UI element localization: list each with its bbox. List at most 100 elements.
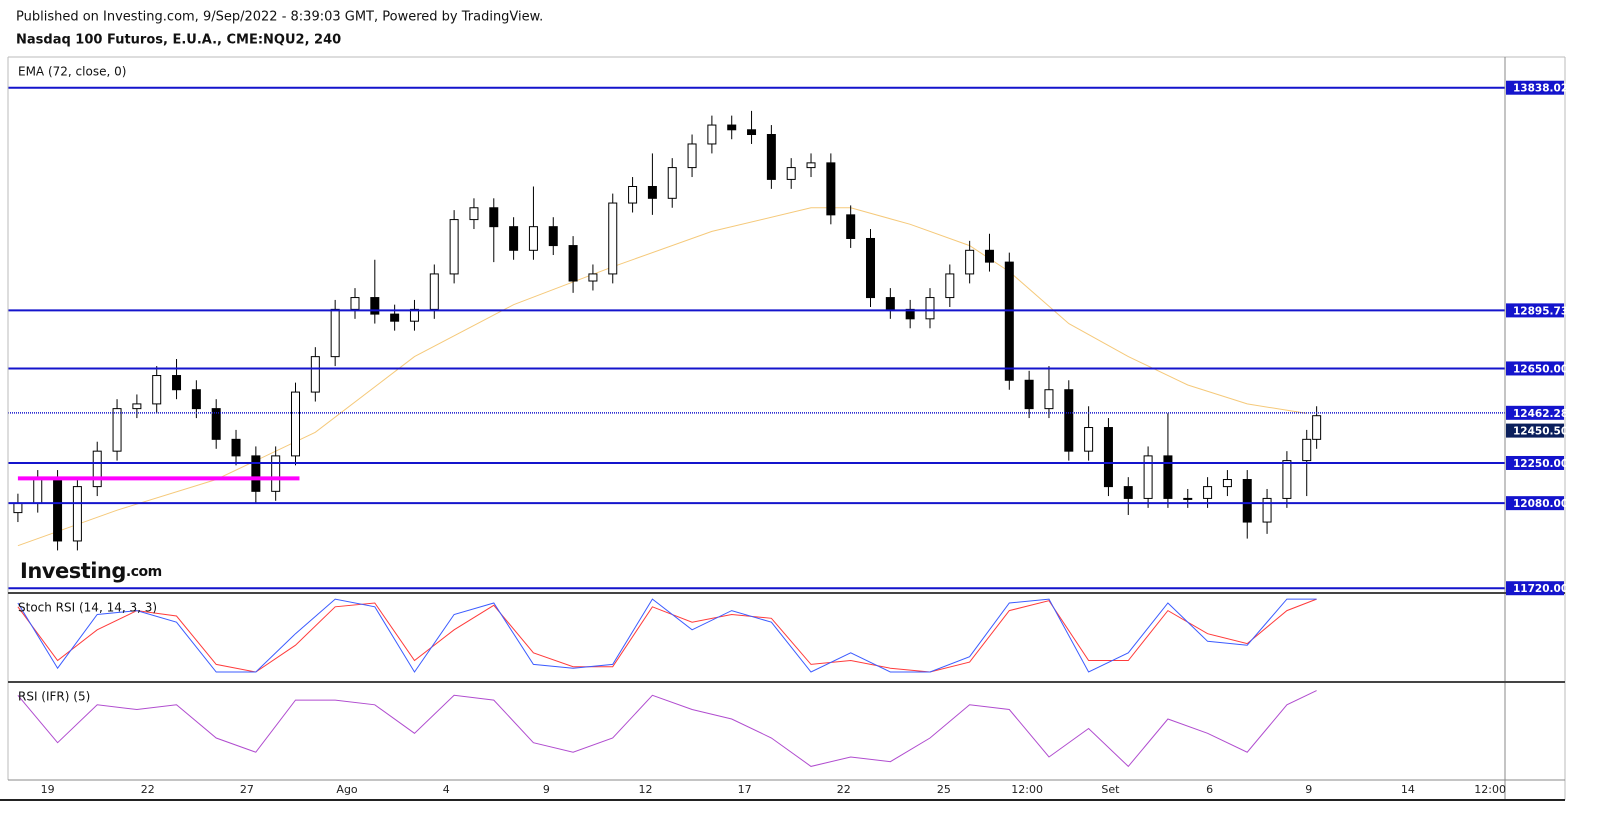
x-tick-label: Set	[1101, 783, 1120, 796]
candle-body	[826, 162, 836, 216]
candle-body	[1302, 438, 1312, 462]
candle-body	[846, 214, 856, 239]
x-tick-label: 12:00	[1011, 783, 1043, 796]
candle-body	[1183, 497, 1193, 500]
level-label: 12250.00	[1513, 458, 1568, 470]
watermark: Investing.com	[20, 559, 162, 583]
x-tick-label: 22	[837, 783, 851, 796]
candle-body	[1084, 427, 1094, 452]
candle-body	[1103, 427, 1113, 488]
level-label: 13838.02	[1513, 83, 1568, 95]
candle-body	[33, 479, 43, 504]
candle-body	[1123, 486, 1133, 499]
candle-body	[1044, 389, 1054, 410]
symbol-title: Nasdaq 100 Futuros, E.U.A., CME:NQU2, 24…	[16, 33, 341, 48]
x-tick-label: 19	[41, 783, 55, 796]
candle-body	[429, 273, 439, 310]
x-tick-label: 22	[141, 783, 155, 796]
candle-body	[509, 226, 519, 251]
level-tag	[1506, 80, 1564, 95]
candle-body	[1282, 460, 1292, 499]
x-tick-label: 14	[1401, 783, 1415, 796]
candle-body	[1262, 497, 1272, 523]
level-label: 12462.28	[1513, 408, 1568, 420]
candle-body	[905, 308, 915, 320]
candle-body	[1203, 486, 1213, 499]
x-tick-label: Ago	[336, 783, 358, 796]
x-tick-label: 6	[1206, 783, 1213, 796]
candle-body	[291, 391, 301, 457]
candle-body	[271, 455, 281, 492]
candle-body	[647, 185, 657, 199]
candle-body	[390, 313, 400, 322]
candle-body	[1004, 261, 1014, 381]
level-tag	[1506, 455, 1564, 470]
pane-title: Stoch RSI (14, 14, 3, 3)	[18, 601, 157, 615]
candle-body	[449, 219, 459, 275]
candle-body	[330, 308, 340, 358]
candle-body	[628, 185, 638, 204]
level-tag	[1506, 496, 1564, 511]
candle-body	[132, 403, 142, 410]
x-tick-label: 27	[240, 783, 254, 796]
candle-body	[667, 167, 677, 199]
candle-body	[1064, 389, 1074, 452]
candle-body	[1312, 415, 1322, 440]
candle-body	[409, 308, 419, 322]
candle-body	[251, 455, 261, 492]
candle-body	[489, 207, 499, 228]
plot-layer	[8, 86, 1505, 768]
watermark-brand: Investing	[20, 559, 126, 583]
last-price-tag	[1506, 423, 1564, 438]
published-note: Published on Investing.com, 9/Sep/2022 -…	[16, 10, 543, 25]
candle-body	[92, 450, 102, 488]
candle-body	[350, 297, 360, 310]
candle-body	[945, 273, 955, 299]
candle-body	[1143, 455, 1153, 499]
candle-body	[1242, 479, 1252, 523]
candle-body	[747, 129, 757, 136]
indicator-line	[17, 690, 1317, 768]
candle-body	[984, 249, 994, 263]
candle-body	[191, 389, 201, 410]
candle-body	[13, 502, 23, 514]
level-tag	[1506, 581, 1564, 596]
candle-body	[72, 486, 82, 542]
candle-body	[806, 162, 816, 169]
candle-body	[965, 249, 975, 275]
x-tick-label: 12:00	[1474, 783, 1506, 796]
candle-body	[1163, 455, 1173, 499]
pane-title: RSI (IFR) (5)	[18, 690, 90, 704]
candle-body	[608, 202, 618, 275]
candle-body	[925, 297, 935, 320]
candle-body	[469, 207, 479, 221]
level-tag	[1506, 405, 1564, 420]
x-tick-label: 9	[543, 783, 550, 796]
candle-body	[370, 297, 380, 315]
candle-body	[866, 237, 876, 299]
watermark-domain: .com	[126, 564, 162, 580]
level-label: 12895.73	[1513, 305, 1568, 317]
candle-body	[172, 375, 182, 391]
candle-body	[727, 124, 737, 131]
candle-body	[766, 134, 776, 180]
candle-body	[786, 167, 796, 180]
candle-body	[528, 226, 538, 251]
level-tag	[1506, 303, 1564, 318]
candle-body	[687, 143, 697, 169]
x-tick-label: 4	[443, 783, 450, 796]
candle-body	[1024, 379, 1034, 410]
level-label: 12080.00	[1513, 498, 1568, 510]
level-label: 12650.00	[1513, 363, 1568, 375]
candle-body	[707, 124, 717, 145]
indicator-line	[17, 598, 1317, 673]
level-label: 11720.00	[1513, 583, 1568, 595]
candle-body	[1222, 479, 1232, 488]
candle-body	[568, 245, 578, 282]
candle-body	[885, 297, 895, 310]
candle-body	[588, 273, 598, 282]
x-tick-label: 9	[1305, 783, 1312, 796]
x-tick-label: 12	[638, 783, 652, 796]
candle-body	[231, 438, 241, 457]
